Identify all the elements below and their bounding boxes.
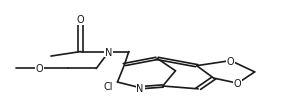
Text: O: O bbox=[36, 64, 43, 74]
Text: Cl: Cl bbox=[104, 81, 113, 91]
Text: O: O bbox=[227, 56, 234, 66]
Text: O: O bbox=[77, 15, 84, 25]
Text: O: O bbox=[234, 79, 241, 88]
Text: N: N bbox=[105, 47, 113, 57]
Text: N: N bbox=[136, 83, 144, 93]
